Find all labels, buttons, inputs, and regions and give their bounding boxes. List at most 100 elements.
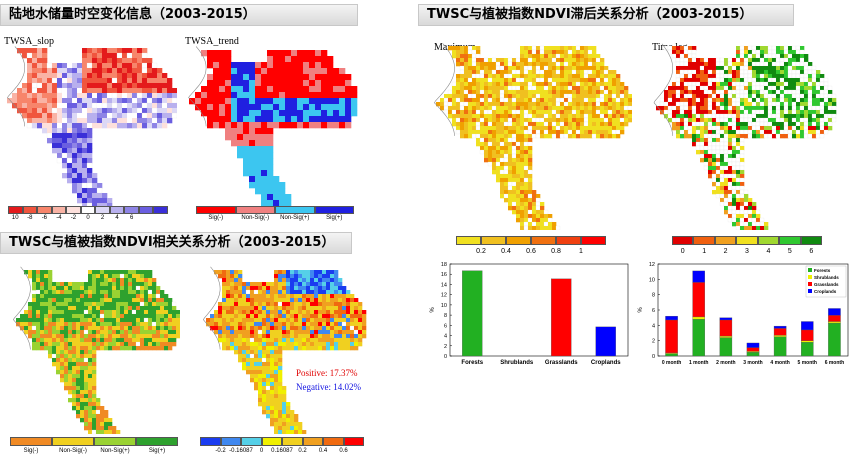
bar-segment bbox=[828, 321, 841, 324]
bar-segment bbox=[665, 315, 678, 321]
y-tick-label: 14 bbox=[441, 282, 447, 288]
legend-swatch bbox=[261, 437, 282, 446]
timelag-legend bbox=[672, 236, 822, 245]
legend-swatch bbox=[581, 236, 606, 245]
legend-tick: Sig(+) bbox=[148, 448, 166, 454]
legend-tick: -0.16087 bbox=[229, 448, 253, 454]
y-tick-label: 4 bbox=[444, 334, 447, 340]
y-tick-label: 0 bbox=[652, 354, 655, 360]
corr-sig-legend bbox=[10, 437, 178, 446]
trend-map-title: TWSA_trend bbox=[185, 36, 239, 47]
legend-tick: 5 bbox=[787, 248, 792, 255]
legend-swatch bbox=[22, 206, 38, 214]
legend-swatch bbox=[714, 236, 737, 245]
bar-segment bbox=[801, 342, 814, 357]
trend-map bbox=[188, 46, 358, 207]
legend-swatch bbox=[282, 437, 303, 446]
y-tick-label: 18 bbox=[441, 262, 447, 268]
legend-label: Grasslands bbox=[814, 282, 839, 287]
legend-tick: -8 bbox=[27, 215, 33, 221]
legend-swatch bbox=[138, 206, 154, 214]
bar-segment bbox=[692, 319, 705, 357]
legend-swatch bbox=[693, 236, 715, 245]
legend-swatch bbox=[302, 437, 323, 446]
timelag-map bbox=[653, 43, 837, 230]
banner-lag: TWSC与植被指数NDVI滞后关系分析（2003-2015） bbox=[418, 4, 794, 26]
basin-outline bbox=[188, 46, 207, 127]
bar-segment bbox=[746, 342, 760, 348]
bar-segment bbox=[801, 321, 814, 331]
category-label: 3 month bbox=[743, 360, 762, 366]
maximum-legend bbox=[456, 236, 606, 245]
plot-frame bbox=[449, 263, 629, 357]
y-tick-label: 8 bbox=[444, 313, 447, 319]
legend-swatch bbox=[314, 206, 354, 214]
legend-tick: Non-Sig(-) bbox=[241, 215, 270, 221]
legend-tick: Non-Sig(+) bbox=[280, 215, 310, 221]
legend-tick: Sig(+) bbox=[326, 215, 343, 221]
bar-segment bbox=[665, 353, 678, 357]
legend-swatch bbox=[808, 268, 812, 272]
legend-swatch bbox=[736, 236, 758, 245]
legend-swatch bbox=[531, 236, 556, 245]
legend-tick: 0 bbox=[680, 248, 685, 255]
legend-swatch bbox=[672, 236, 694, 245]
legend-swatch bbox=[8, 206, 23, 214]
maximum-legend-ticks: 0.2 0.4 0.6 0.8 1 bbox=[456, 248, 606, 257]
legend-swatch bbox=[556, 236, 581, 245]
bar-segment bbox=[828, 322, 841, 357]
basin-outline bbox=[13, 266, 31, 350]
legend-swatch bbox=[196, 206, 236, 214]
bar-segment bbox=[692, 282, 705, 318]
legend-swatch bbox=[808, 289, 812, 293]
legend-tick: 0.4 bbox=[318, 448, 328, 454]
legend-tick: 2 bbox=[100, 215, 105, 221]
category-label: 2 month bbox=[716, 360, 735, 366]
legend-tick: -2 bbox=[70, 215, 77, 221]
bar-segment bbox=[773, 325, 787, 329]
bar-segment bbox=[773, 335, 787, 337]
legend-swatch bbox=[37, 206, 52, 214]
category-label: 1 month bbox=[689, 360, 708, 366]
legend-tick: 0.2 bbox=[298, 448, 307, 454]
category-label: Forests bbox=[461, 360, 483, 366]
positive-percentage: Positive: 17.37% bbox=[296, 368, 358, 378]
slope-map-title: TWSA_slop bbox=[4, 36, 54, 47]
category-label: Grasslands bbox=[545, 360, 578, 366]
maximum-map bbox=[434, 43, 632, 230]
timelag-legend-ticks: 0 1 2 3 4 5 6 bbox=[672, 248, 822, 257]
bar-segment bbox=[773, 328, 787, 336]
bar bbox=[551, 278, 572, 357]
y-tick-label: 8 bbox=[652, 293, 655, 299]
banner-water-storage: 陆地水储量时空变化信息（2003-2015） bbox=[0, 4, 358, 26]
legend-swatch bbox=[506, 236, 531, 245]
y-axis-label: % bbox=[430, 307, 436, 313]
bar-segment bbox=[746, 352, 760, 357]
legend-swatch bbox=[94, 437, 136, 446]
y-tick-label: 12 bbox=[441, 293, 447, 299]
legend-swatch bbox=[323, 437, 344, 446]
legend-swatch bbox=[757, 236, 780, 245]
slope-map bbox=[7, 46, 177, 208]
corr-legend-ticks: -0.2 -0.16087 0 0.16087 0.2 0.4 0.6 bbox=[200, 448, 364, 456]
corr-map bbox=[203, 266, 367, 434]
bar-segment bbox=[828, 315, 841, 322]
category-label: 4 month bbox=[770, 360, 789, 366]
bar bbox=[595, 326, 616, 357]
category-label: Shrublands bbox=[500, 360, 534, 366]
legend-tick: 10 bbox=[11, 215, 19, 221]
basin-outline bbox=[7, 46, 26, 127]
legend-swatch bbox=[80, 206, 96, 214]
legend-tick: 6 bbox=[129, 215, 134, 221]
bar-segment bbox=[719, 335, 733, 338]
bar-segment bbox=[719, 317, 733, 321]
y-tick-label: 6 bbox=[444, 323, 447, 329]
landcover-max-bar-chart: 0 2 4 6 8 10 12 14 16 18% Forests Shrublands Grassla… bbox=[430, 262, 629, 366]
y-tick-label: 12 bbox=[649, 262, 655, 268]
legend-tick: 2 bbox=[723, 248, 728, 255]
legend-swatch bbox=[808, 275, 812, 279]
corr-sig-legend-labels: Sig(-) Non-Sig(-) Non-Sig(+) Sig(+) bbox=[10, 448, 178, 456]
legend-label: Croplands bbox=[814, 289, 837, 294]
legend-tick: 1 bbox=[702, 248, 707, 255]
legend-swatch bbox=[456, 236, 481, 245]
